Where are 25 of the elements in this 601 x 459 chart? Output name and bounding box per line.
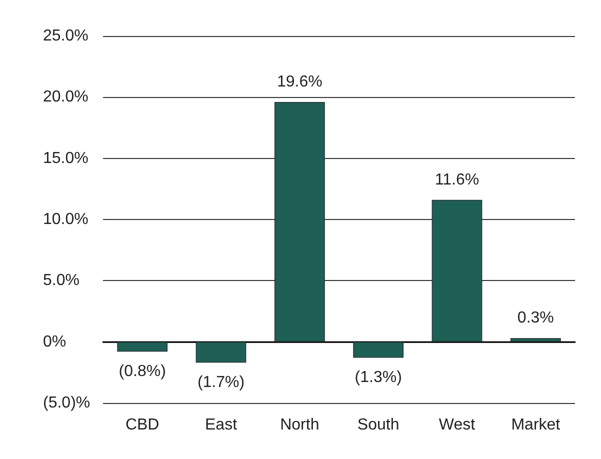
y-tick-label: 25.0% — [43, 28, 88, 44]
data-label: (1.7%) — [197, 374, 245, 392]
x-tick-label: Market — [511, 416, 561, 434]
bar — [432, 200, 482, 342]
data-label: 11.6% — [434, 171, 480, 188]
bar — [274, 102, 325, 342]
data-label: (0.8%) — [118, 363, 166, 380]
bar — [353, 342, 404, 358]
data-label: (1.3%) — [354, 369, 402, 386]
data-label: 19.6% — [276, 74, 322, 91]
x-tick-label: West — [438, 416, 476, 434]
y-tick-label: 0% — [43, 333, 66, 350]
bar — [510, 338, 561, 342]
bar — [196, 342, 246, 363]
x-tick-label: CBD — [125, 416, 160, 434]
x-tick-label: East — [204, 416, 238, 434]
y-tick-label: 15.0% — [43, 150, 88, 167]
y-tick-label: (5.0)% — [43, 394, 90, 412]
data-label: 0.3% — [517, 310, 554, 327]
x-tick-label: South — [357, 416, 400, 434]
bar — [117, 342, 168, 352]
y-tick-label: 10.0% — [43, 211, 88, 228]
x-tick-label: North — [280, 416, 320, 434]
y-tick-label: 5.0% — [43, 272, 80, 290]
y-tick-label: 20.0% — [43, 88, 88, 106]
